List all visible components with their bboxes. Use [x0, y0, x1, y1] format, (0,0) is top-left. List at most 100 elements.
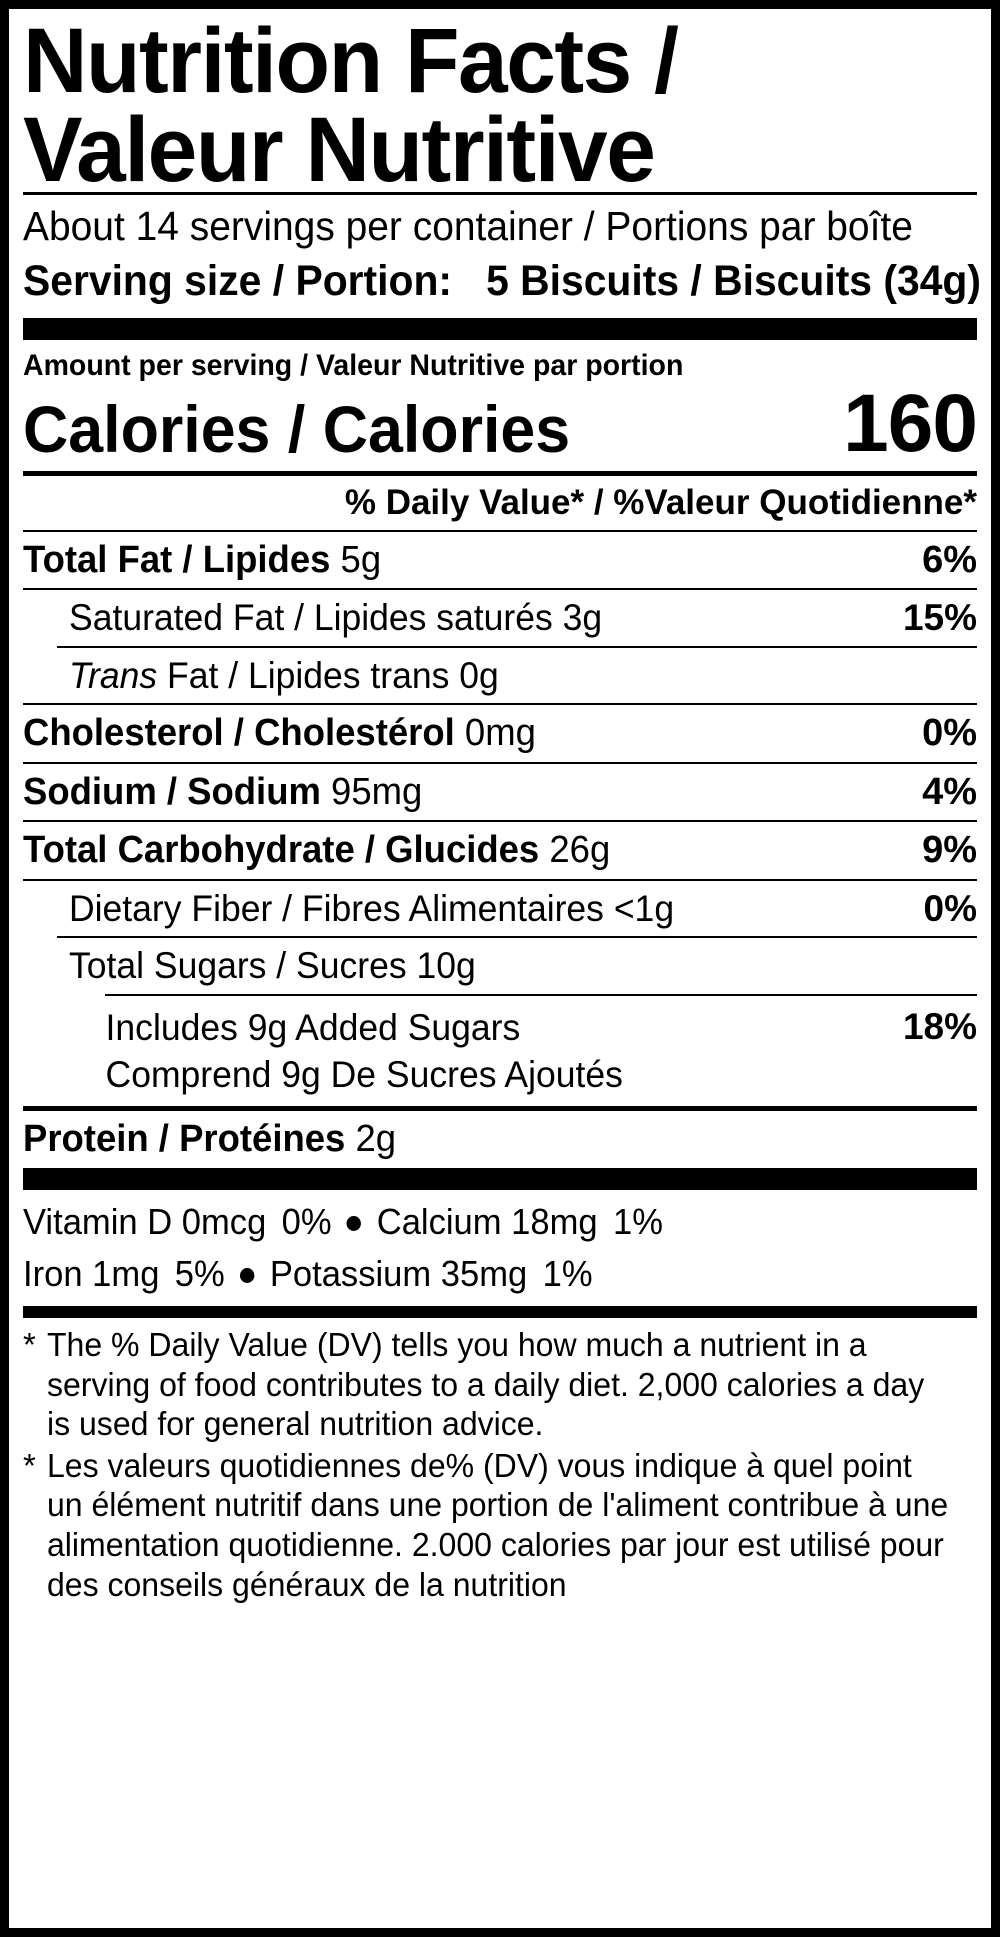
- nutrient-name: Dietary Fiber / Fibres Alimentaires <1g: [69, 888, 674, 929]
- servings-per-container: About 14 servings per container / Portio…: [23, 203, 913, 250]
- added-sugars-row: Includes 9g Added Sugars Comprend 9g De S…: [23, 996, 977, 1107]
- nutrient-term: Cholesterol / Cholestérol: [23, 712, 455, 755]
- added-sugars-line-french: Comprend 9g De Sucres Ajoutés: [105, 1054, 623, 1096]
- nutrient-row-dietary-fiber-fibres-alimentaires: Dietary Fiber / Fibres Alimentaires <1g 0…: [23, 881, 977, 936]
- vitamin-percent: 5%: [174, 1253, 225, 1294]
- nutrient-row-list: Total Fat / Lipides 5g 6% Saturated Fat / …: [23, 532, 977, 1107]
- nutrient-row-fat-lipides-trans: Trans Fat / Lipides trans 0g: [23, 648, 977, 703]
- vitamin-percent: 1%: [542, 1253, 593, 1294]
- nutrient-amount: 26g: [549, 829, 611, 872]
- divider-above-daily-value: [23, 470, 977, 476]
- calories-label: Calories / Calories: [23, 392, 571, 467]
- footnote-asterisk: *: [23, 1446, 36, 1484]
- nutrient-term: Sodium / Sodium: [23, 770, 321, 813]
- divider-above-footnotes: [23, 1306, 977, 1319]
- nutrient-amount: 0mg: [464, 712, 536, 755]
- divider-under-daily-value: [23, 529, 977, 532]
- footnote-2: * Les valeurs quotidiennes de% (DV) vous …: [23, 1446, 977, 1606]
- nutrient-amount: 95mg: [331, 770, 423, 813]
- added-sugars-text: Includes 9g Added Sugars Comprend 9g De S…: [23, 1004, 623, 1099]
- amount-per-serving-label: Amount per serving / Valeur Nutritive pa…: [23, 348, 684, 382]
- divider-row: [23, 588, 977, 591]
- nutrient-term: Saturated Fat / Lipides saturés: [69, 597, 553, 639]
- vitamin-amount: 35mg: [440, 1253, 528, 1294]
- nutrient-term: Total Carbohydrate / Glucides: [23, 829, 540, 872]
- divider-above-protein: [23, 1106, 977, 1112]
- nutrient-percent: 4%: [922, 770, 977, 813]
- calories-row: Calories / Calories 160: [23, 377, 978, 471]
- serving-size-row: Serving size / Portion: 5 Biscuits / Bis…: [23, 253, 981, 317]
- nutrient-percent: 9%: [922, 829, 977, 872]
- vitamin-row: Iron 1mg 5% Potassium 35mg 1%: [23, 1248, 939, 1300]
- vitamin-percent: 1%: [612, 1200, 663, 1242]
- nutrient-amount: 3g: [562, 597, 603, 639]
- nutrient-name: Saturated Fat / Lipides saturés 3g: [69, 597, 602, 638]
- vitamin-name: Calcium: [376, 1200, 502, 1242]
- footnote-asterisk: *: [23, 1326, 36, 1364]
- vitamin-amount: 18mg: [511, 1200, 598, 1242]
- nutrient-amount: <1g: [613, 887, 675, 929]
- nutrient-name: Cholesterol / Cholestérol 0mg: [23, 712, 536, 755]
- calories-value: 160: [843, 377, 978, 469]
- divider-row: [57, 645, 977, 648]
- nutrient-amount: 0g: [459, 654, 499, 696]
- nutrient-row-total-carbohydrate-glucides: Total Carbohydrate / Glucides 26g 9%: [23, 822, 977, 879]
- nutrient-amount: 10g: [416, 945, 476, 987]
- vitamin-amount: 1mg: [92, 1253, 160, 1294]
- footnote-text: Les valeurs quotidiennes de% (DV) vous i…: [46, 1446, 949, 1603]
- divider-row: [57, 936, 977, 939]
- nutrient-name: Total Carbohydrate / Glucides 26g: [23, 829, 610, 872]
- nutrient-name: Total Fat / Lipides 5g: [23, 539, 381, 582]
- nutrient-row-total-fat-lipides: Total Fat / Lipides 5g 6%: [23, 532, 977, 589]
- divider-row: [23, 820, 977, 823]
- nutrient-term: Fat / Lipides trans: [167, 654, 450, 696]
- vitamin-row: Vitamin D 0mcg 0% Calcium 18mg 1%: [23, 1196, 939, 1248]
- nutrient-row-cholesterol-cholest-rol: Cholesterol / Cholestérol 0mg 0%: [23, 705, 977, 762]
- vitamin-name: Iron: [23, 1253, 83, 1294]
- divider-row: [23, 761, 977, 764]
- nutrient-term: Total Fat / Lipides: [23, 538, 331, 581]
- bullet-dot-icon: [346, 1215, 362, 1231]
- nutrient-term: Total Sugars / Sucres: [69, 945, 407, 987]
- nutrient-name: Trans Fat / Lipides trans 0g: [69, 655, 499, 696]
- divider-thick-top: [23, 317, 977, 340]
- protein-amount: 2g: [355, 1118, 397, 1161]
- daily-value-header: % Daily Value* / %Valeur Quotidienne*: [344, 482, 977, 522]
- serving-size-label: Serving size / Portion:: [23, 257, 453, 306]
- footnote-list: * The % Daily Value (DV) tells you how mu…: [23, 1318, 977, 1606]
- nutrient-row-saturated-fat-lipides-satur-s: Saturated Fat / Lipides saturés 3g 15%: [23, 590, 977, 645]
- added-sugars-percent: 18%: [902, 1005, 977, 1047]
- nutrient-row-total-sugars-sucres: Total Sugars / Sucres 10g: [23, 938, 977, 993]
- vitamin-name: Vitamin D: [23, 1200, 173, 1242]
- footnote-text: The % Daily Value (DV) tells you how muc…: [46, 1326, 925, 1443]
- footnote-1: * The % Daily Value (DV) tells you how mu…: [23, 1325, 977, 1446]
- title-line-english: Nutrition Facts /: [23, 10, 679, 112]
- divider-row: [23, 703, 977, 706]
- nutrient-name: Total Sugars / Sucres 10g: [69, 945, 476, 986]
- nutrient-term: Dietary Fiber / Fibres Alimentaires: [69, 887, 604, 929]
- label-title-block: Nutrition Facts / Valeur Nutritive: [23, 10, 977, 195]
- divider-under-title: [23, 192, 977, 196]
- bullet-separator-icon: [332, 1196, 377, 1242]
- vitamin-percent: 0%: [281, 1200, 332, 1242]
- nutrient-percent: 15%: [902, 597, 977, 639]
- added-sugars-line-english: Includes 9g Added Sugars: [105, 1006, 521, 1048]
- divider-row: [23, 878, 977, 881]
- nutrient-row-protein: Protein / Protéines 2g: [23, 1111, 977, 1168]
- bullet-separator-icon: [225, 1248, 270, 1294]
- nutrient-percent: 0%: [922, 712, 977, 755]
- divider-added-sugars: [105, 993, 977, 996]
- nutrient-percent: 0%: [923, 887, 977, 929]
- bullet-dot-icon: [240, 1268, 255, 1283]
- divider-thick-bottom: [23, 1167, 977, 1190]
- nutrient-name: Sodium / Sodium 95mg: [23, 771, 422, 814]
- vitamin-amount: 0mcg: [181, 1200, 267, 1242]
- nutrient-amount: 5g: [340, 538, 382, 581]
- nutrient-italic-word: Trans: [69, 654, 158, 696]
- vitamin-name: Potassium: [269, 1253, 432, 1294]
- protein-term: Protein / Protéines: [23, 1118, 346, 1161]
- nutrient-percent: 6%: [922, 538, 977, 581]
- protein-name: Protein / Protéines 2g: [23, 1118, 396, 1161]
- serving-size-value: 5 Biscuits / Biscuits (34g): [486, 257, 981, 306]
